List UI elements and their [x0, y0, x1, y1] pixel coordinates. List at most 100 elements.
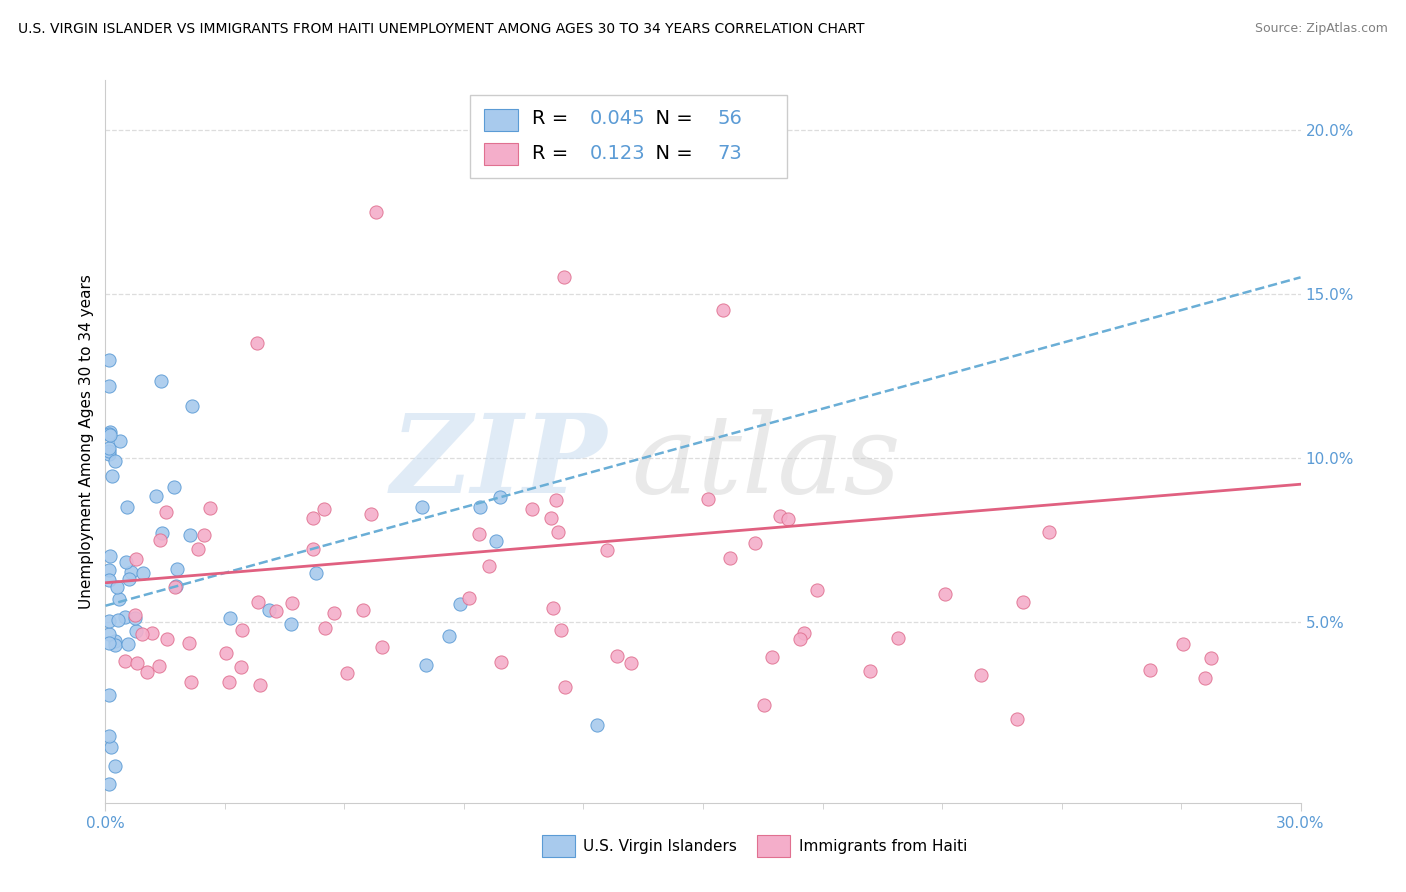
Point: [323, 606, 346, 620]
Point: [165, 579, 187, 593]
Point: [135, 665, 157, 680]
Point: [98, 379, 121, 393]
Point: [488, 490, 510, 504]
Point: [366, 204, 388, 219]
Point: [104, 759, 127, 773]
Point: [156, 632, 179, 646]
Point: [150, 375, 173, 389]
Point: [859, 664, 882, 678]
Point: [98, 636, 121, 650]
Point: [125, 552, 148, 566]
Point: [547, 525, 569, 540]
Point: [125, 657, 148, 671]
Point: [108, 434, 131, 448]
Text: Source: ZipAtlas.com: Source: ZipAtlas.com: [1254, 22, 1388, 36]
Point: [163, 580, 186, 594]
Point: [371, 640, 394, 654]
Point: [231, 623, 253, 637]
Point: [411, 500, 433, 514]
Point: [148, 659, 170, 673]
Point: [155, 505, 177, 519]
Point: [125, 624, 148, 638]
Text: Immigrants from Haiti: Immigrants from Haiti: [799, 838, 967, 854]
Point: [886, 631, 908, 645]
Text: N =: N =: [644, 109, 699, 128]
Point: [468, 527, 491, 541]
Point: [544, 492, 567, 507]
Point: [485, 534, 508, 549]
Point: [131, 566, 153, 580]
Point: [98, 563, 121, 577]
Point: [257, 603, 280, 617]
Point: [305, 566, 328, 581]
Point: [314, 621, 336, 635]
Point: [98, 626, 121, 640]
Point: [108, 591, 131, 606]
Point: [806, 582, 828, 597]
Point: [149, 533, 172, 547]
Point: [193, 528, 215, 542]
Point: [1007, 712, 1029, 726]
Y-axis label: Unemployment Among Ages 30 to 34 years: Unemployment Among Ages 30 to 34 years: [79, 274, 94, 609]
Point: [98, 352, 121, 367]
Point: [1171, 636, 1194, 650]
Point: [352, 603, 374, 617]
Point: [360, 507, 382, 521]
Point: [198, 501, 221, 516]
Point: [489, 655, 512, 669]
Point: [246, 336, 269, 351]
Point: [107, 613, 129, 627]
Point: [1139, 663, 1161, 677]
Point: [104, 453, 127, 467]
Point: [752, 698, 775, 712]
Point: [120, 565, 142, 579]
Point: [302, 541, 325, 556]
Point: [98, 441, 121, 455]
Point: [280, 617, 302, 632]
Point: [550, 624, 572, 638]
Point: [98, 777, 121, 791]
Point: [187, 542, 209, 557]
FancyBboxPatch shape: [484, 143, 517, 165]
Point: [162, 480, 184, 494]
Point: [101, 469, 124, 483]
Point: [98, 428, 121, 442]
Point: [606, 648, 628, 663]
Point: [1199, 651, 1222, 665]
Point: [98, 446, 121, 460]
Text: N =: N =: [644, 145, 699, 163]
Point: [218, 675, 240, 690]
Point: [114, 555, 136, 569]
Point: [98, 425, 121, 440]
Point: [336, 666, 359, 681]
Point: [457, 591, 479, 606]
Point: [934, 587, 956, 601]
Point: [114, 654, 136, 668]
Point: [117, 500, 139, 514]
Text: 0.123: 0.123: [589, 145, 645, 163]
Point: [761, 650, 783, 665]
Text: R =: R =: [531, 109, 575, 128]
Point: [98, 443, 121, 458]
Point: [789, 632, 811, 647]
Point: [540, 511, 562, 525]
Point: [117, 637, 139, 651]
Point: [131, 627, 153, 641]
Point: [141, 626, 163, 640]
Point: [180, 399, 202, 413]
Point: [478, 558, 501, 573]
Point: [124, 608, 146, 623]
Text: atlas: atlas: [631, 409, 901, 517]
Point: [718, 551, 741, 566]
Point: [520, 501, 543, 516]
Point: [231, 660, 253, 674]
Point: [98, 614, 121, 628]
Point: [281, 596, 304, 610]
Point: [793, 625, 815, 640]
Text: R =: R =: [531, 145, 575, 163]
FancyBboxPatch shape: [484, 109, 517, 131]
Point: [541, 601, 564, 615]
Point: [98, 688, 121, 702]
Point: [554, 680, 576, 694]
Point: [437, 629, 460, 643]
